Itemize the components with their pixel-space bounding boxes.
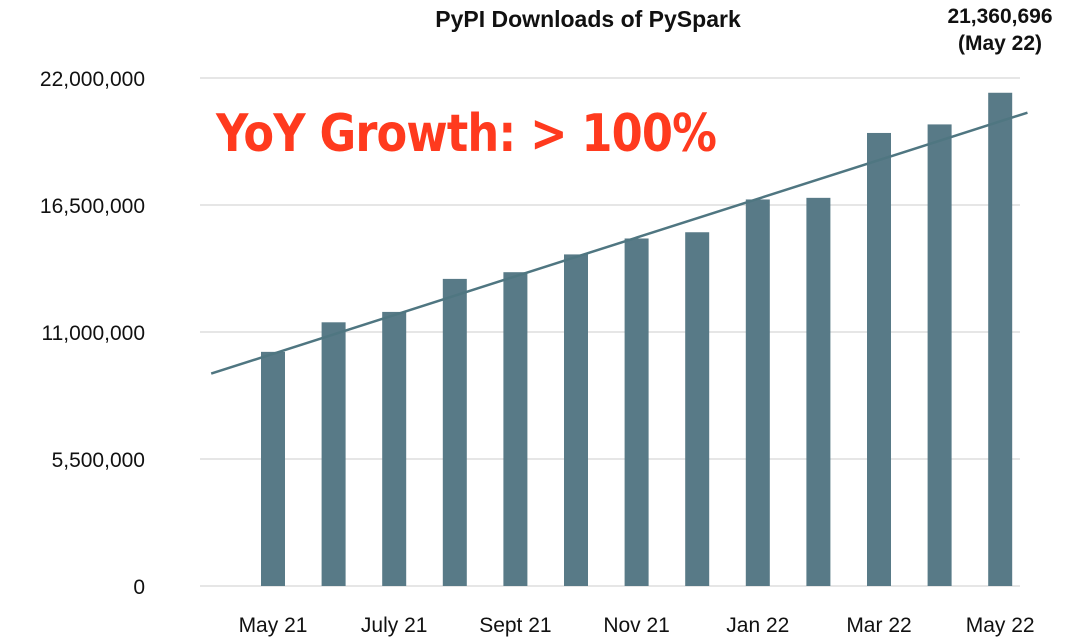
y-tick-label: 11,000,000: [41, 322, 145, 345]
bar: [806, 197, 831, 587]
x-tick-label: Nov 21: [603, 614, 670, 637]
y-tick-label: 16,500,000: [40, 195, 145, 218]
x-tick-label: Jan 22: [726, 614, 789, 637]
x-tick-label: Sept 21: [479, 614, 551, 637]
bar: [927, 124, 952, 587]
growth-annotation: YoY Growth: > 100%: [216, 104, 717, 164]
y-tick-label: 0: [133, 576, 145, 599]
y-tick-label: 22,000,000: [40, 68, 145, 91]
bar: [564, 254, 588, 586]
y-tick-label: 5,500,000: [52, 449, 145, 472]
bar: [503, 272, 528, 586]
x-tick-label: July 21: [361, 614, 428, 637]
bar: [988, 92, 1013, 586]
trendline: [210, 111, 1028, 375]
bar: [745, 199, 770, 586]
bar: [685, 232, 710, 587]
chart-title: PyPI Downloads of PySpark: [435, 6, 741, 32]
x-tick-label: May 22: [966, 614, 1035, 637]
bar: [442, 278, 467, 586]
bar: [624, 238, 649, 586]
last-value-text: 21,360,696: [947, 5, 1053, 28]
x-tick-label: May 21: [239, 614, 308, 637]
bar: [321, 322, 346, 586]
x-tick-label: Mar 22: [846, 614, 911, 637]
last-value-annotation: 21,360,696 (May 22): [910, 3, 1080, 57]
bar: [261, 351, 285, 586]
last-value-month: (May 22): [957, 32, 1043, 55]
bar: [867, 132, 891, 586]
bar: [382, 311, 407, 586]
